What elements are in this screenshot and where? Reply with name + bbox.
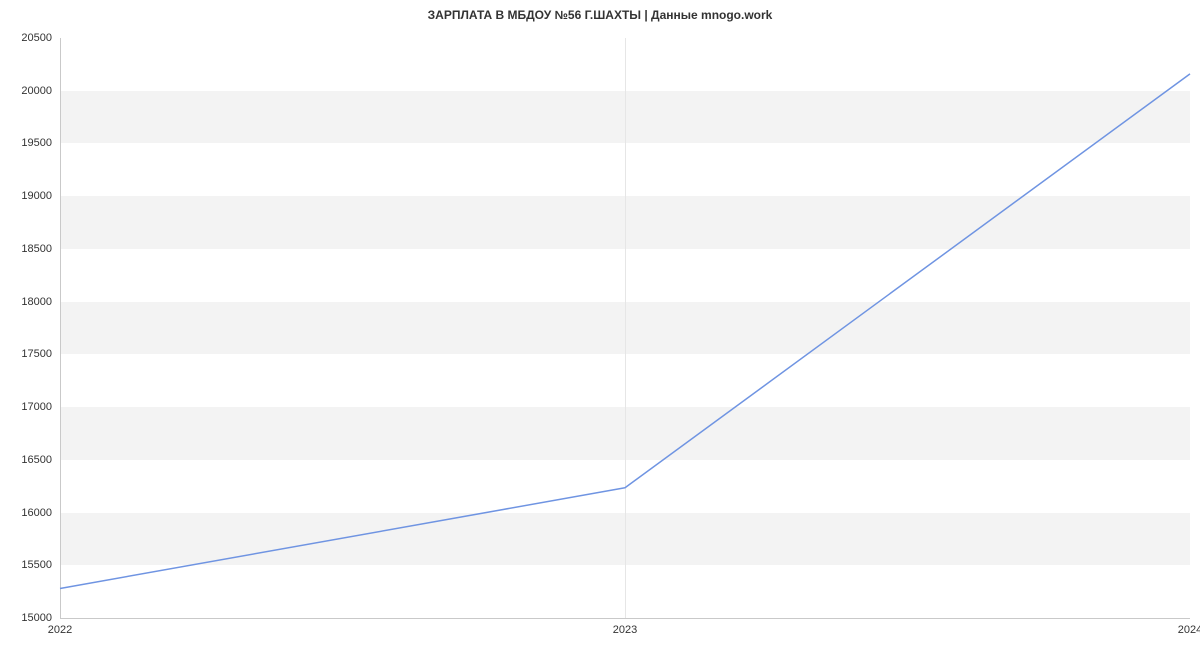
y-tick-label: 20500 <box>21 32 52 44</box>
y-tick-label: 16000 <box>21 507 52 519</box>
x-tick-label: 2024 <box>1178 624 1200 636</box>
x-axis-line <box>60 618 1190 619</box>
y-tick-label: 18000 <box>21 296 52 308</box>
salary-line-chart: ЗАРПЛАТА В МБДОУ №56 Г.ШАХТЫ | Данные mn… <box>0 0 1200 650</box>
plot-area: 1500015500160001650017000175001800018500… <box>60 38 1190 618</box>
y-tick-label: 17000 <box>21 401 52 413</box>
y-tick-label: 16500 <box>21 454 52 466</box>
y-tick-label: 19500 <box>21 137 52 149</box>
y-tick-label: 15000 <box>21 612 52 624</box>
y-tick-label: 15500 <box>21 559 52 571</box>
line-series <box>60 38 1190 618</box>
x-tick-label: 2022 <box>48 624 72 636</box>
y-tick-label: 19000 <box>21 190 52 202</box>
y-tick-label: 17500 <box>21 348 52 360</box>
y-tick-label: 18500 <box>21 243 52 255</box>
x-tick-label: 2023 <box>613 624 637 636</box>
chart-title: ЗАРПЛАТА В МБДОУ №56 Г.ШАХТЫ | Данные mn… <box>0 8 1200 22</box>
y-tick-label: 20000 <box>21 85 52 97</box>
